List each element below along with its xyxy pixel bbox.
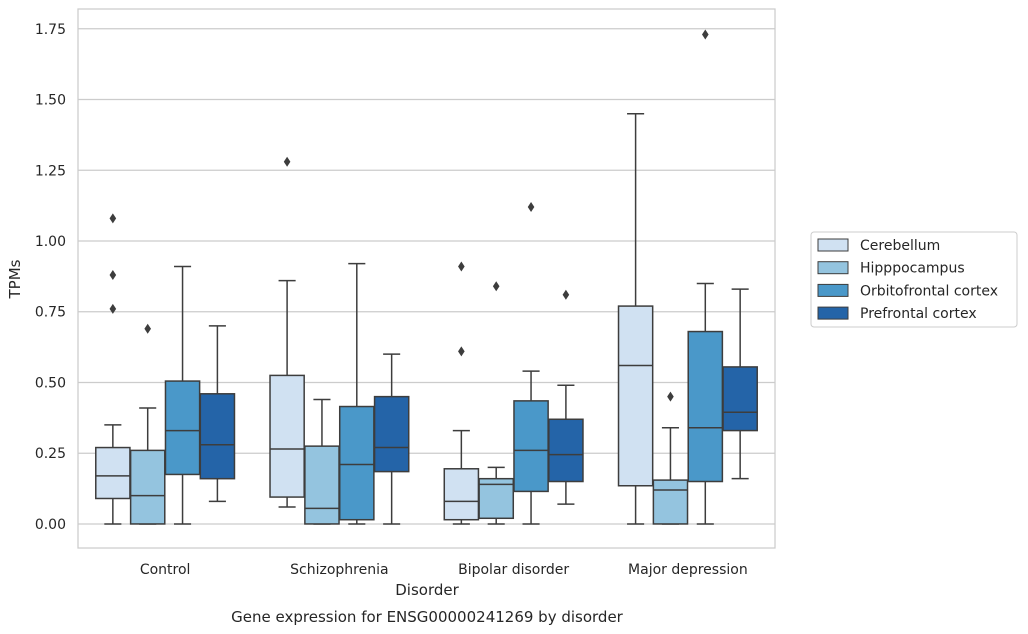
x-tick-label: Schizophrenia <box>290 562 388 578</box>
legend-swatch <box>817 261 849 275</box>
legend-swatch <box>817 306 849 320</box>
box-bipolar-disorder-prefrontal-cortex <box>548 289 584 505</box>
box-schizophrenia-cerebellum <box>269 156 305 508</box>
y-tick-label: 0.50 <box>35 375 66 391</box>
x-tick-label: Control <box>140 562 191 578</box>
y-tick-label: 1.25 <box>35 163 66 179</box>
x-tick-label: Major depression <box>628 562 748 578</box>
box-body <box>164 380 201 476</box>
x-tick-label: Bipolar disorder <box>458 562 569 578</box>
box-major-depression-prefrontal-cortex <box>722 288 758 480</box>
outlier-point <box>283 156 291 167</box>
box-schizophrenia-hipppocampus <box>304 398 340 525</box>
outlier-point <box>562 289 570 300</box>
box-body <box>513 400 549 493</box>
outlier-point <box>702 29 709 40</box>
box-body <box>304 445 340 525</box>
y-tick-label: 1.75 <box>35 22 66 38</box>
box-schizophrenia-prefrontal-cortex <box>373 353 410 525</box>
box-major-depression-cerebellum <box>617 112 654 525</box>
legend-swatch <box>817 238 849 252</box>
legend-label: Orbitofrontal cortex <box>860 283 998 299</box>
y-tick-label: 1.50 <box>35 93 66 109</box>
y-axis-title: TPMs <box>6 259 24 299</box>
box-body <box>443 468 480 521</box>
legend-label: Prefrontal cortex <box>860 306 977 322</box>
box-body <box>687 330 724 483</box>
legend-swatch <box>817 283 849 297</box>
outlier-point <box>492 281 500 292</box>
box-body <box>478 477 515 520</box>
outlier-point <box>109 213 117 224</box>
outlier-point <box>109 303 117 314</box>
outlier-point <box>667 391 674 402</box>
outlier-point <box>527 202 535 213</box>
box-body <box>652 479 689 525</box>
legend-label: Hipppocampus <box>860 261 965 277</box>
x-axis-title: Disorder <box>395 581 459 599</box>
outlier-point <box>458 261 465 272</box>
box-body <box>269 374 305 498</box>
box-body <box>338 405 375 521</box>
box-body <box>95 446 131 500</box>
y-tick-label: 0.00 <box>35 517 66 533</box>
y-axis-ticks: 0.00 0.25 0.50 0.75 1.00 1.25 1.50 1.75 <box>35 22 66 533</box>
box-control-cerebellum <box>95 213 131 525</box>
legend: Cerebellum Hipppocampus Orbitofrontal cort… <box>810 231 1018 328</box>
box-bipolar-disorder-cerebellum <box>443 261 480 525</box>
outlier-point <box>109 269 117 280</box>
box-body <box>617 305 654 487</box>
box-control-hipppocampus <box>129 323 166 525</box>
legend-frame <box>810 231 1018 328</box>
box-control-orbitofrontal-cortex <box>164 265 201 525</box>
box-major-depression-orbitofrontal-cortex <box>687 29 724 525</box>
box-bipolar-disorder-orbitofrontal-cortex <box>513 202 549 525</box>
box-body <box>199 393 236 480</box>
x-axis-ticks: Control Schizophrenia Bipolar disorder Majo… <box>140 562 748 578</box>
box-body <box>129 449 166 525</box>
plot-frame <box>77 8 776 549</box>
legend-label: Cerebellum <box>860 238 940 254</box>
y-tick-label: 1.00 <box>35 234 66 250</box>
outlier-point <box>144 323 151 334</box>
y-tick-label: 0.75 <box>35 305 66 321</box>
box-body <box>373 395 410 473</box>
y-tick-label: 0.25 <box>35 446 66 462</box>
chart-caption: Gene expression for ENSG00000241269 by d… <box>231 608 624 626</box>
box-plot-series <box>95 29 758 525</box>
box-body <box>722 366 758 432</box>
outlier-point <box>458 346 465 357</box>
box-major-depression-hipppocampus <box>652 391 689 525</box>
box-schizophrenia-orbitofrontal-cortex <box>338 262 375 525</box>
box-bipolar-disorder-hipppocampus <box>478 281 515 525</box>
box-body <box>548 418 584 483</box>
box-control-prefrontal-cortex <box>199 325 236 503</box>
